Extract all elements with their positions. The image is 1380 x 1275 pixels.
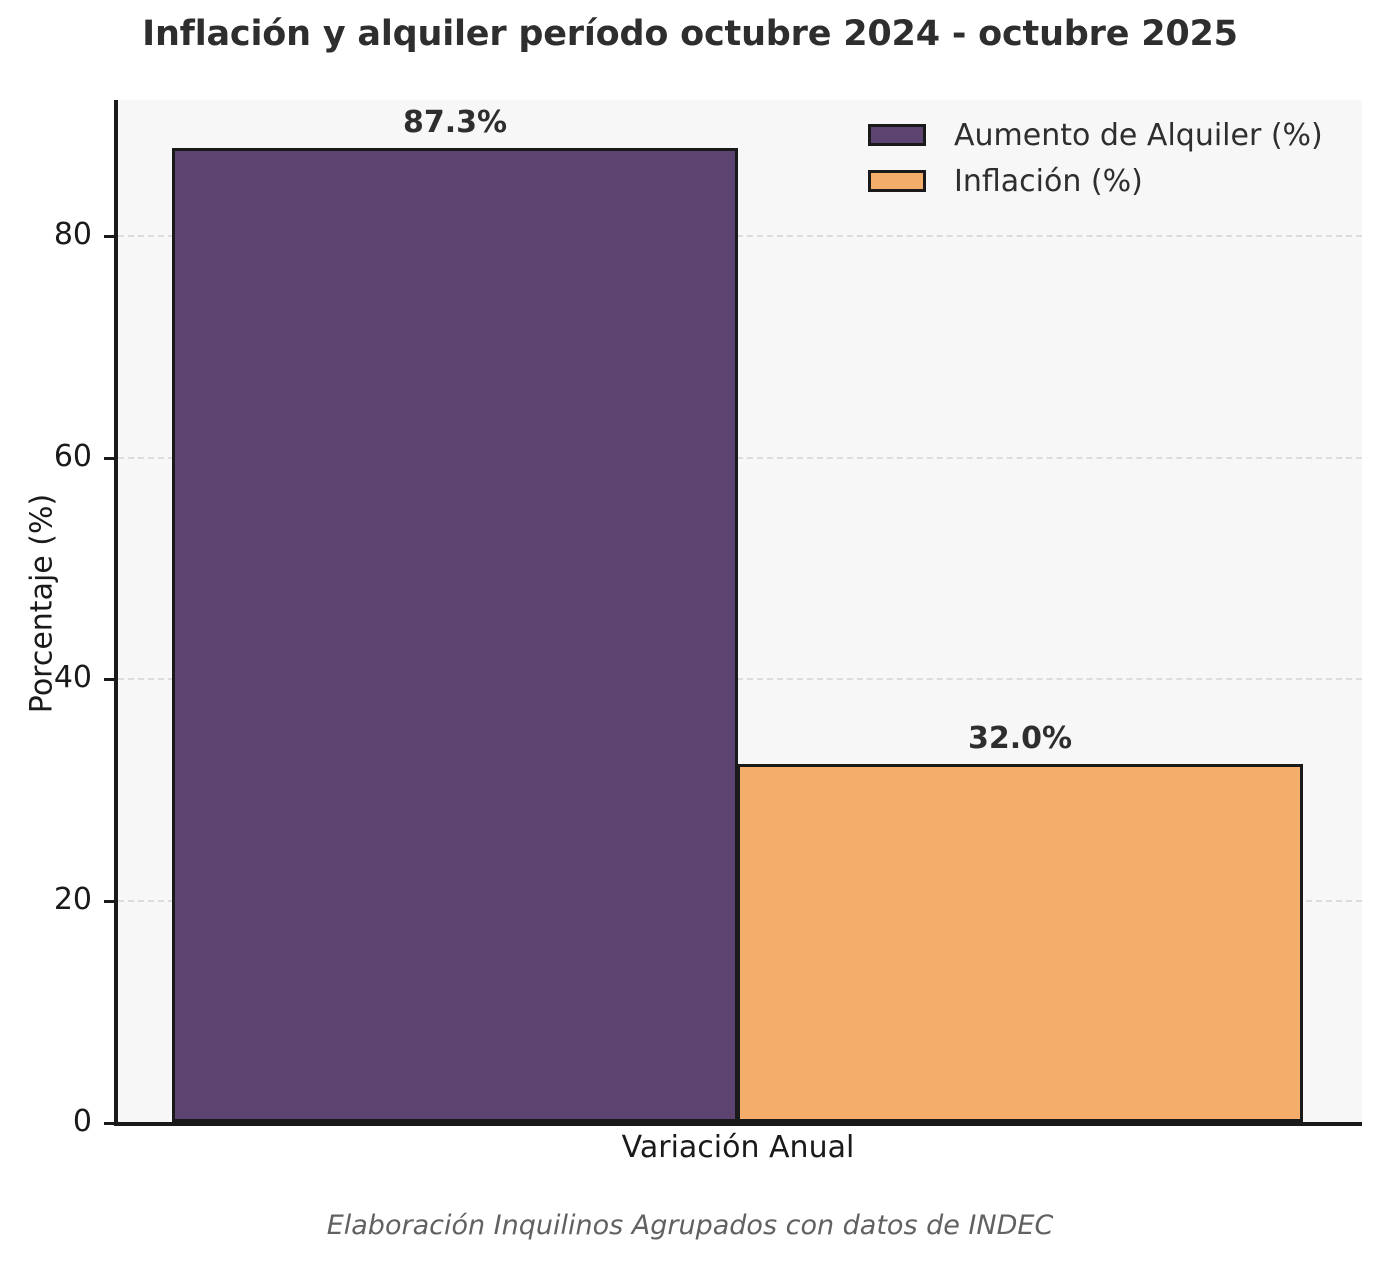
gridline-40 — [118, 678, 1362, 680]
y-tick-label-60: 60 — [53, 439, 92, 474]
x-tick-label-variacion-anual: Variación Anual — [621, 1130, 855, 1165]
legend-label-aumento-de-alquiler: Aumento de Alquiler (%) — [954, 117, 1323, 153]
y-tick-mark-40 — [104, 678, 118, 681]
legend-swatch-aumento-de-alquiler — [868, 124, 926, 146]
legend-label-inflacion: Inflación (%) — [954, 163, 1143, 199]
bar-value-label-inflacion: 32.0% — [967, 721, 1073, 756]
y-tick-mark-60 — [104, 457, 118, 460]
bar-inflacion — [737, 764, 1303, 1122]
y-tick-label-80: 80 — [53, 217, 92, 252]
y-tick-label-20: 20 — [53, 882, 92, 917]
legend-swatch-inflacion — [868, 170, 926, 192]
chart-title: Inflación y alquiler período octubre 202… — [142, 14, 1238, 54]
y-axis-spine — [114, 100, 118, 1126]
y-tick-label-40: 40 — [53, 660, 92, 695]
y-tick-mark-0 — [104, 1122, 118, 1125]
y-tick-mark-80 — [104, 235, 118, 238]
bar-value-label-aumento-de-alquiler: 87.3% — [402, 105, 508, 140]
figure-footer-note: Elaboración Inquilinos Agrupados con dat… — [326, 1210, 1054, 1241]
bar-aumento-de-alquiler — [172, 148, 738, 1122]
y-axis-title: Porcentaje (%) — [24, 493, 60, 714]
x-axis-spine — [114, 1122, 1362, 1126]
y-tick-label-0: 0 — [72, 1104, 92, 1139]
chart-legend: Aumento de Alquiler (%) Inflación (%) — [868, 112, 1348, 204]
gridline-60 — [118, 457, 1362, 459]
legend-item-aumento-de-alquiler[interactable]: Aumento de Alquiler (%) — [868, 112, 1348, 158]
legend-item-inflacion[interactable]: Inflación (%) — [868, 158, 1348, 204]
y-tick-mark-20 — [104, 900, 118, 903]
gridline-80 — [118, 235, 1362, 237]
